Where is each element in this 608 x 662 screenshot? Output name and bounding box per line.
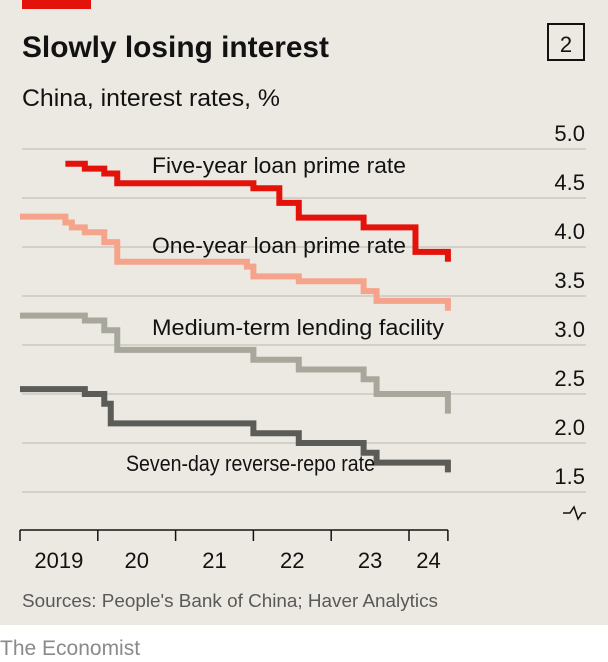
series-lines <box>20 160 451 473</box>
y-tick-label: 3.5 <box>554 268 585 293</box>
series-line-one-year <box>20 213 451 311</box>
y-tick-label: 3.0 <box>554 317 585 342</box>
series-label-five-year: Five-year loan prime rate <box>152 153 406 178</box>
series-line-repo <box>20 386 451 473</box>
series-labels: Five-year loan prime rate One-year loan … <box>126 153 444 476</box>
x-tick-label: 21 <box>202 548 226 573</box>
chart-title: Slowly losing interest <box>22 31 329 64</box>
y-tick-label: 2.5 <box>554 366 585 391</box>
brand-logo-text: The Economist <box>0 637 140 660</box>
x-tick-label: 22 <box>280 548 304 573</box>
y-tick-label: 5.0 <box>554 121 585 146</box>
chart-number-box <box>547 23 585 61</box>
series-line-five-year <box>65 160 451 262</box>
y-tick-labels: 5.0 4.5 4.0 3.5 3.0 2.5 2.0 1.5 <box>554 121 585 489</box>
x-tick-label: 23 <box>358 548 382 573</box>
y-tick-label: 4.5 <box>554 170 585 195</box>
chart-subtitle: China, interest rates, % <box>22 85 280 112</box>
y-tick-label: 4.0 <box>554 219 585 244</box>
chart-background <box>0 0 608 625</box>
y-tick-label: 2.0 <box>554 415 585 440</box>
x-tick-label: 2019 <box>34 548 83 573</box>
source-note: Sources: People's Bank of China; Haver A… <box>22 591 438 611</box>
x-axis: 2019 20 21 22 23 24 <box>19 529 449 573</box>
series-label-mlf: Medium-term lending facility <box>152 315 444 340</box>
x-tick-label: 20 <box>124 548 148 573</box>
series-line-mlf <box>20 312 451 414</box>
y-tick-label: 1.5 <box>554 464 585 489</box>
x-tick-label: 24 <box>416 548 440 573</box>
series-label-one-year: One-year loan prime rate <box>152 233 406 258</box>
series-label-repo: Seven-day reverse-repo rate <box>126 451 375 476</box>
axis-break-icon <box>563 505 586 521</box>
accent-bar <box>22 0 91 9</box>
chart-number: 2 <box>560 32 572 57</box>
